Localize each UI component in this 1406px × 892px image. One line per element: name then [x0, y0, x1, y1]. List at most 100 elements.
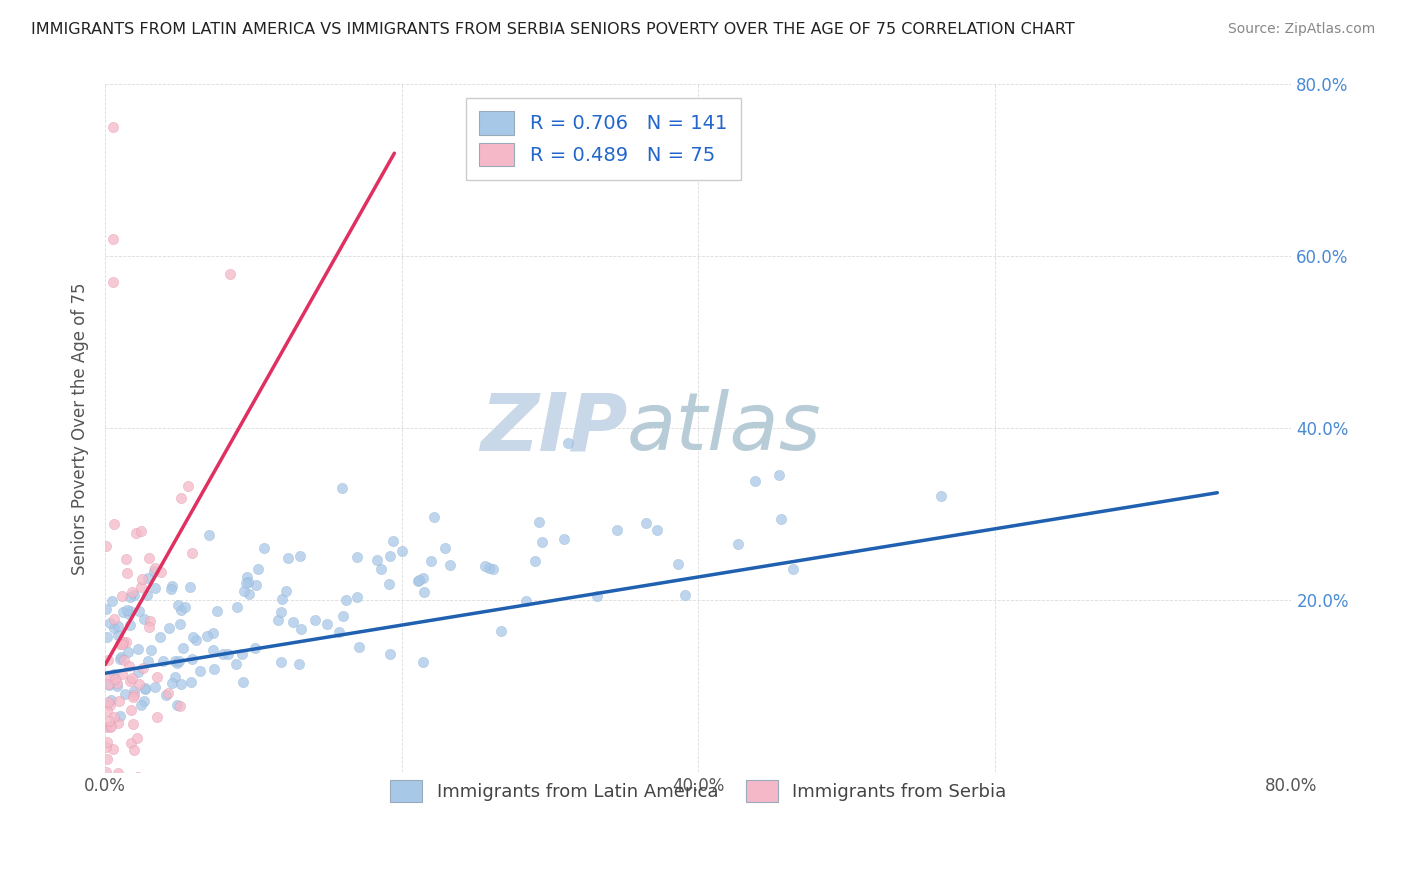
Point — [271, 591, 294, 606]
Point — [143, 561, 166, 575]
Text: atlas: atlas — [627, 389, 823, 467]
Point — [103, 667, 125, 681]
Point — [181, 652, 204, 666]
Point — [152, 654, 174, 668]
Point — [98, 720, 121, 734]
Point — [97, 653, 120, 667]
Point — [346, 549, 368, 564]
Point — [122, 588, 145, 602]
Point — [165, 654, 187, 668]
Point — [122, 742, 145, 756]
Point — [217, 647, 239, 661]
Point — [226, 600, 249, 615]
Point — [634, 516, 657, 531]
Point — [120, 603, 142, 617]
Point — [420, 554, 443, 568]
Point — [104, 672, 127, 686]
Point — [129, 524, 152, 538]
Point — [381, 534, 404, 549]
Point — [668, 558, 690, 572]
Point — [96, 704, 118, 718]
Point — [530, 535, 553, 549]
Point — [110, 778, 132, 792]
Point — [160, 579, 183, 593]
Point — [98, 615, 121, 630]
Point — [117, 807, 139, 822]
Point — [330, 482, 353, 496]
Point — [129, 580, 152, 594]
Point — [181, 546, 204, 560]
Point — [96, 752, 118, 766]
Point — [160, 582, 183, 596]
Point — [118, 607, 141, 621]
Point — [474, 558, 496, 573]
Point — [132, 661, 155, 675]
Point — [115, 566, 138, 581]
Point — [125, 731, 148, 746]
Point — [287, 657, 309, 672]
Point — [96, 539, 118, 553]
Point — [166, 698, 188, 713]
Point — [482, 562, 505, 576]
Point — [120, 703, 142, 717]
Point — [125, 526, 148, 541]
Point — [108, 772, 131, 787]
Point — [120, 673, 142, 688]
Point — [111, 637, 134, 651]
Point — [122, 688, 145, 702]
Point — [96, 740, 118, 755]
Point — [477, 561, 499, 575]
Point — [118, 590, 141, 604]
Point — [149, 630, 172, 644]
Point — [218, 267, 240, 281]
Point — [177, 479, 200, 493]
Point — [157, 685, 180, 699]
Point — [929, 489, 952, 503]
Point — [378, 647, 401, 661]
Point — [127, 770, 149, 784]
Point — [434, 541, 457, 555]
Point — [202, 662, 225, 676]
Point — [180, 674, 202, 689]
Point — [100, 788, 122, 802]
Point — [169, 617, 191, 632]
Point — [283, 615, 305, 630]
Point — [110, 667, 132, 681]
Point — [173, 599, 195, 614]
Point — [422, 509, 444, 524]
Point — [245, 578, 267, 592]
Point — [115, 635, 138, 649]
Point — [98, 698, 121, 712]
Point — [127, 641, 149, 656]
Point — [132, 612, 155, 626]
Point — [408, 573, 430, 587]
Point — [335, 593, 357, 607]
Point — [205, 604, 228, 618]
Point — [143, 581, 166, 595]
Point — [105, 679, 128, 693]
Point — [118, 618, 141, 632]
Point — [529, 515, 551, 529]
Point — [94, 764, 117, 779]
Point — [169, 699, 191, 714]
Point — [188, 664, 211, 678]
Text: IMMIGRANTS FROM LATIN AMERICA VS IMMIGRANTS FROM SERBIA SENIORS POVERTY OVER THE: IMMIGRANTS FROM LATIN AMERICA VS IMMIGRA… — [31, 22, 1074, 37]
Point — [160, 675, 183, 690]
Point — [238, 587, 260, 601]
Point — [380, 549, 402, 563]
Point — [233, 583, 256, 598]
Point — [101, 741, 124, 756]
Point — [103, 710, 125, 724]
Point — [304, 613, 326, 627]
Point — [157, 621, 180, 635]
Point — [406, 574, 429, 588]
Point — [744, 474, 766, 488]
Point — [675, 588, 697, 602]
Point — [179, 580, 201, 594]
Point — [645, 523, 668, 537]
Point — [96, 801, 118, 815]
Point — [524, 554, 547, 568]
Point — [585, 590, 607, 604]
Point — [170, 491, 193, 505]
Y-axis label: Seniors Poverty Over the Age of 75: Seniors Poverty Over the Age of 75 — [72, 282, 89, 574]
